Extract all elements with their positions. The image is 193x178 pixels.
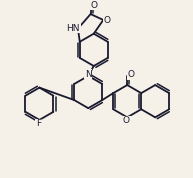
Text: N: N <box>85 70 92 78</box>
Text: O: O <box>91 1 98 10</box>
Text: O: O <box>123 116 130 125</box>
Text: O: O <box>103 16 110 25</box>
Text: O: O <box>127 70 134 79</box>
Text: HN: HN <box>67 23 80 33</box>
Text: F: F <box>36 119 41 129</box>
